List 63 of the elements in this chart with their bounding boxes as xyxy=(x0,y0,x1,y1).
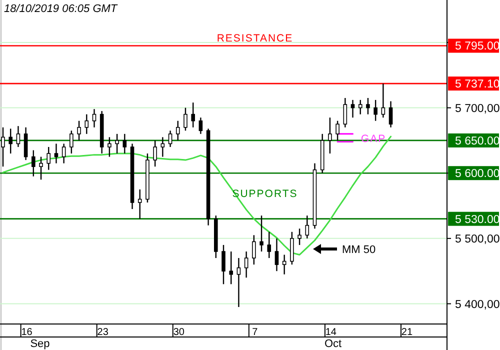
ref-line-label: 5 795.00 xyxy=(455,40,500,53)
candlestick xyxy=(191,102,195,128)
annotation: RESISTANCE xyxy=(216,32,294,45)
candlestick xyxy=(24,126,28,161)
text: Oct xyxy=(324,338,342,350)
candlestick xyxy=(290,231,294,266)
candlestick xyxy=(366,97,370,115)
candlestick xyxy=(8,128,13,154)
annotation: 18/10/2019 06:05 GMT xyxy=(4,3,118,15)
ref-line-label: 5 650.00 xyxy=(455,135,500,148)
candlestick xyxy=(92,108,96,128)
candlestick xyxy=(358,99,362,115)
candlestick xyxy=(244,250,248,278)
candlestick xyxy=(305,214,310,240)
x-tick-label: 23 xyxy=(97,327,109,338)
candlestick xyxy=(267,231,272,259)
candlestick xyxy=(16,125,20,148)
candlestick xyxy=(229,250,234,285)
candlestick xyxy=(350,99,355,118)
candlestick xyxy=(343,97,348,128)
x-tick-label: 7 xyxy=(252,327,258,338)
candlestick xyxy=(176,120,180,142)
candlestick xyxy=(160,136,165,158)
candlestick xyxy=(46,146,51,170)
x-tick-label: 16 xyxy=(21,327,33,338)
y-tick-label: 5 400,00 xyxy=(455,298,500,311)
ref-line-label: 5 600.00 xyxy=(455,168,500,180)
candlestick xyxy=(39,156,43,180)
y-tick-label: 5 700,00 xyxy=(455,102,500,115)
candlestick xyxy=(198,116,203,135)
candlestick xyxy=(84,114,89,135)
candlestick xyxy=(282,254,286,275)
candlestick xyxy=(168,130,172,148)
x-tick-label: 30 xyxy=(173,327,185,338)
candlestick xyxy=(70,130,74,154)
candlestick xyxy=(260,214,264,252)
ref-line-label: 5 530.00 xyxy=(455,214,500,226)
candlestick xyxy=(62,143,66,164)
candlestick xyxy=(328,116,332,154)
candlestick xyxy=(77,120,81,142)
candlestick xyxy=(222,244,226,285)
text: Sep xyxy=(30,338,50,350)
candlestick xyxy=(115,133,119,154)
candlestick xyxy=(388,100,393,128)
x-tick-label: 21 xyxy=(401,327,413,338)
candlestick xyxy=(54,143,58,164)
candlestick xyxy=(138,188,142,220)
candlestick xyxy=(381,83,386,118)
y-tick-label: 5 500,00 xyxy=(455,233,500,246)
candlestick xyxy=(32,150,36,177)
ref-line-label: 5 737.10 xyxy=(455,78,500,91)
candlestick xyxy=(274,238,279,272)
candlestick xyxy=(252,234,256,266)
candlestick xyxy=(108,136,112,158)
candlestick xyxy=(236,257,241,308)
candlestick xyxy=(184,107,188,132)
candlestick xyxy=(298,228,302,246)
annotation: MM 50 xyxy=(342,244,376,256)
x-tick-label: 14 xyxy=(325,327,337,338)
candlestick xyxy=(336,120,340,142)
candlestick xyxy=(374,99,378,122)
candlestick xyxy=(153,140,157,168)
candlestick xyxy=(122,133,127,154)
